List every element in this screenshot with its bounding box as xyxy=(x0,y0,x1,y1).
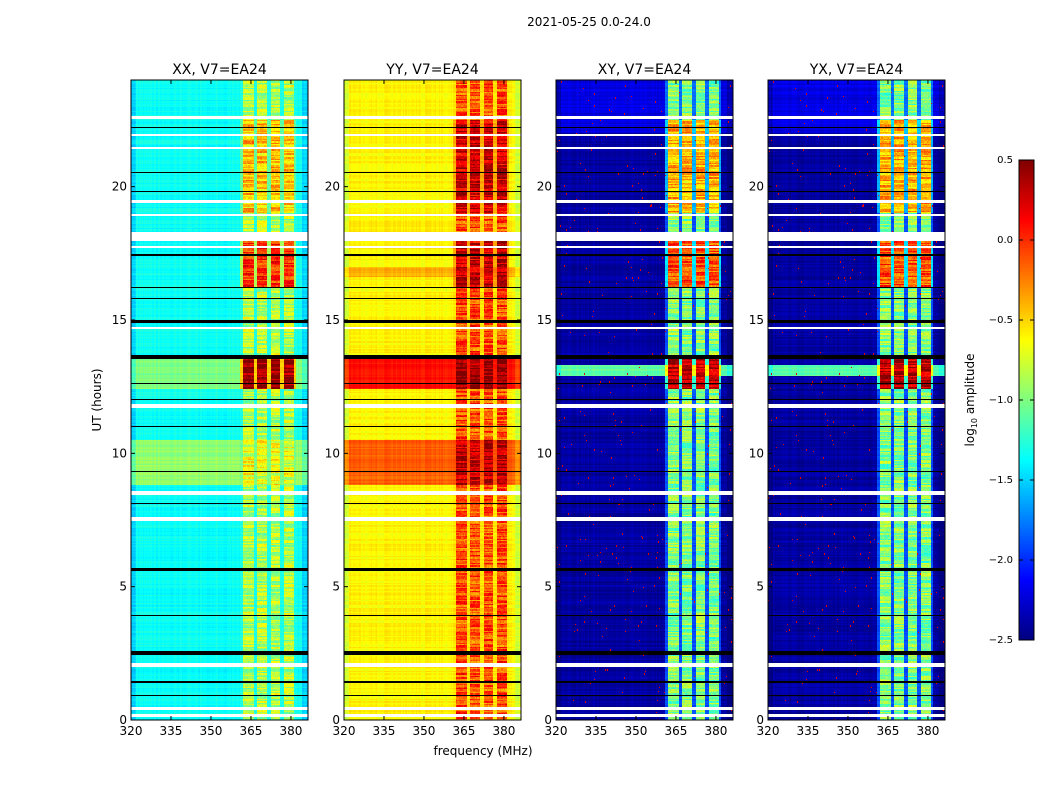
figure-title: 2021-05-25 0.0-24.0 xyxy=(527,15,651,29)
colorbar-tick-label: 0.5 xyxy=(997,155,1013,166)
y-tick-label: 5 xyxy=(332,580,340,594)
panel-title: XX, V7=EA24 xyxy=(172,62,267,78)
x-tick-label: 380 xyxy=(916,724,939,738)
panel-title: YY, V7=EA24 xyxy=(385,62,479,78)
x-tick-label: 320 xyxy=(120,724,143,738)
colorbar-tick-label: −1.0 xyxy=(989,395,1013,406)
y-tick-label: 20 xyxy=(749,180,764,194)
x-tick-label: 335 xyxy=(797,724,820,738)
panel-title: YX, V7=EA24 xyxy=(809,62,904,78)
y-axis-label: UT (hours) xyxy=(90,368,104,431)
x-tick-label: 350 xyxy=(625,724,648,738)
colorbar-tick-label: −1.5 xyxy=(989,475,1013,486)
x-tick-label: 320 xyxy=(333,724,356,738)
y-tick-label: 10 xyxy=(537,446,552,460)
y-tick-label: 0 xyxy=(332,713,340,727)
colorbar-tick-label: −2.5 xyxy=(989,635,1013,646)
y-tick-label: 15 xyxy=(112,313,127,327)
x-tick-label: 365 xyxy=(240,724,263,738)
colorbar-label: log10 amplitude xyxy=(963,354,979,447)
x-tick-label: 335 xyxy=(160,724,183,738)
y-tick-label: 15 xyxy=(537,313,552,327)
x-tick-label: 365 xyxy=(453,724,476,738)
axes-frame xyxy=(343,79,522,721)
x-tick-label: 350 xyxy=(837,724,860,738)
panel-title: XY, V7=EA24 xyxy=(598,62,692,78)
y-tick-label: 10 xyxy=(325,446,340,460)
x-tick-label: 380 xyxy=(279,724,302,738)
y-tick-label: 5 xyxy=(119,580,127,594)
y-tick-label: 10 xyxy=(749,446,764,460)
x-tick-label: 350 xyxy=(413,724,436,738)
y-tick-label: 15 xyxy=(325,313,340,327)
x-tick-label: 380 xyxy=(704,724,727,738)
colorbar-tick-label: −0.5 xyxy=(989,315,1013,326)
colorbar-tick-label: −2.0 xyxy=(989,555,1013,566)
y-tick-label: 15 xyxy=(749,313,764,327)
x-axis-label: frequency (MHz) xyxy=(433,744,532,758)
x-tick-label: 320 xyxy=(545,724,568,738)
heatmap-yy xyxy=(344,80,521,720)
y-tick-label: 10 xyxy=(112,446,127,460)
x-tick-label: 320 xyxy=(757,724,780,738)
y-tick-label: 20 xyxy=(325,180,340,194)
y-tick-label: 0 xyxy=(756,713,764,727)
x-tick-label: 350 xyxy=(200,724,223,738)
x-tick-label: 365 xyxy=(665,724,688,738)
y-tick-label: 20 xyxy=(537,180,552,194)
x-tick-label: 335 xyxy=(585,724,608,738)
axes-frame xyxy=(130,79,309,721)
axes-frame xyxy=(767,79,946,721)
x-tick-label: 380 xyxy=(492,724,515,738)
heatmap-xy xyxy=(556,80,733,720)
x-tick-label: 365 xyxy=(877,724,900,738)
heatmap-yx xyxy=(768,80,945,720)
y-tick-label: 20 xyxy=(112,180,127,194)
x-tick-label: 335 xyxy=(373,724,396,738)
colorbar-tick-label: 0.0 xyxy=(997,235,1013,246)
y-tick-label: 5 xyxy=(756,580,764,594)
y-tick-label: 0 xyxy=(119,713,127,727)
axes-frame xyxy=(555,79,734,721)
y-tick-label: 0 xyxy=(544,713,552,727)
colorbar xyxy=(1019,160,1034,640)
heatmap-xx xyxy=(131,80,308,720)
y-tick-label: 5 xyxy=(544,580,552,594)
